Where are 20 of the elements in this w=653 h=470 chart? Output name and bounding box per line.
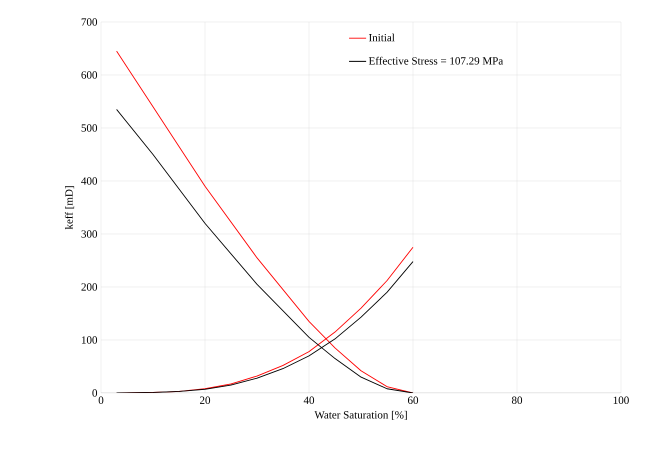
x-axis-title: Water Saturation [%]: [314, 410, 407, 420]
y-tick-label: 100: [82, 336, 98, 344]
y-tick-label: 300: [82, 230, 98, 238]
y-axis-title: keff [mD]: [64, 186, 74, 230]
y-tick-label: 200: [81, 283, 98, 291]
x-tick-label: 40: [304, 396, 314, 404]
x-tick-label: 100: [614, 396, 629, 404]
legend-label: Effective Stress = 107.29 MPa: [368, 56, 504, 65]
y-tick-label: 700: [82, 18, 98, 26]
legend-label: Initial: [368, 34, 395, 42]
x-tick-label: 0: [98, 396, 104, 404]
y-tick-label: 400: [81, 177, 98, 185]
line-series: [116, 108, 414, 393]
x-tick-label: 20: [200, 396, 210, 404]
x-tick-label: 60: [408, 396, 418, 404]
x-tick-label: 80: [512, 396, 522, 404]
line-series: [116, 50, 414, 393]
y-tick-label: 500: [82, 124, 98, 132]
y-tick-label: 600: [81, 71, 98, 79]
y-tick-label: 0: [92, 389, 98, 397]
